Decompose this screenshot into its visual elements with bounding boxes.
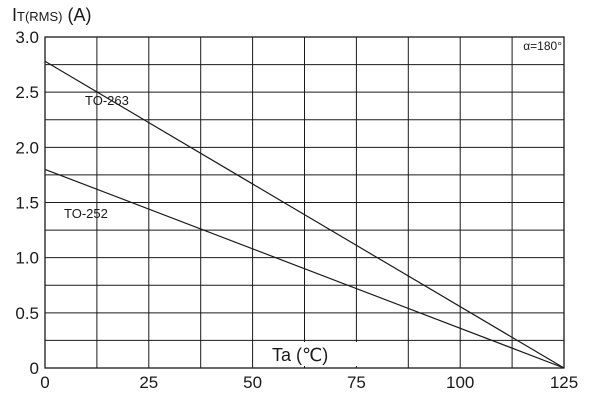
x-axis-label-backdrop (268, 342, 366, 366)
plot-frame (44, 36, 565, 369)
x-tick-label: 50 (243, 373, 262, 392)
x-axis-label: Ta (℃) (272, 345, 328, 365)
series-label-to-263: TO-263 (85, 93, 129, 108)
series-lines: TO-263 TO-252 (44, 60, 565, 369)
y-tick-label: 1.5 (15, 194, 39, 213)
angle-annotation: α=180° (523, 39, 562, 53)
series-line-to-252 (44, 168, 565, 369)
grid-lines (45, 37, 564, 368)
x-tick-label: 75 (347, 373, 366, 392)
x-tick-labels: 0 25 50 75 100 125 (40, 373, 578, 392)
y-tick-label: 3.0 (15, 28, 39, 47)
y-tick-label: 2.0 (15, 138, 39, 157)
y-tick-label: 0.5 (15, 304, 39, 323)
x-tick-label: 100 (446, 373, 474, 392)
y-axis-label-main: I (12, 5, 17, 25)
y-axis-label: IT(RMS) (A) (12, 5, 92, 25)
y-tick-labels: 0 0.5 1.0 1.5 2.0 2.5 3.0 (15, 28, 39, 378)
x-tick-label: 25 (139, 373, 158, 392)
y-axis-label-sub: T(RMS) (17, 9, 63, 24)
series-line-to-263 (44, 60, 565, 369)
y-tick-label: 1.0 (15, 249, 39, 268)
series-label-to-252: TO-252 (64, 206, 108, 221)
y-tick-label: 2.5 (15, 83, 39, 102)
y-tick-label: 0 (30, 359, 39, 378)
x-tick-label: 125 (550, 373, 578, 392)
x-tick-label: 0 (40, 373, 49, 392)
y-axis-label-unit: (A) (63, 5, 92, 25)
